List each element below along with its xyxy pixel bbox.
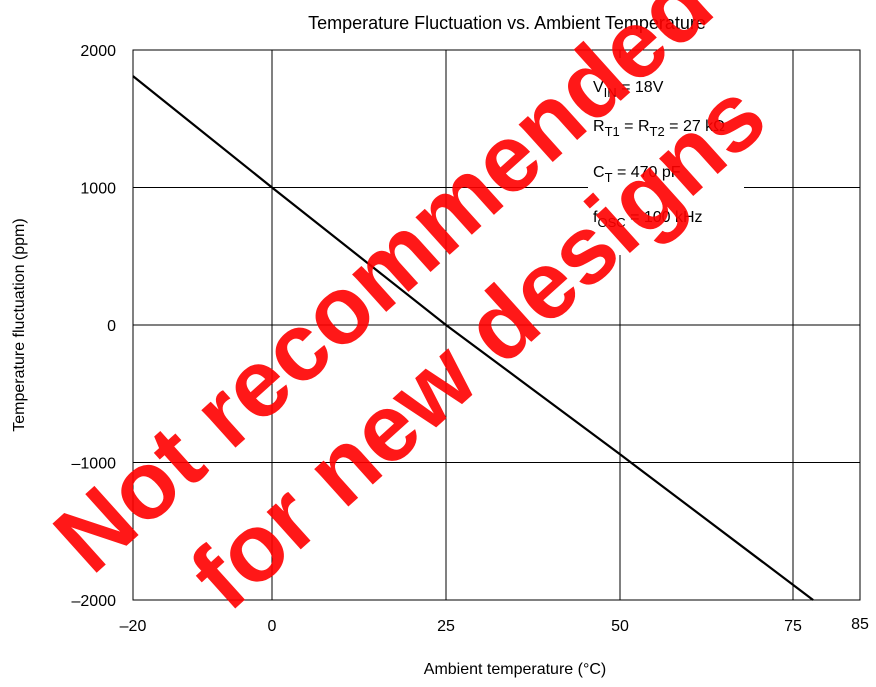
- y-axis-label: Temperature fluctuation (ppm): [11, 218, 28, 431]
- y-tick-label: –2000: [72, 593, 117, 610]
- y-tick-label: 1000: [80, 181, 116, 198]
- x-tick-label: –20: [120, 618, 147, 635]
- x-axis-label: Ambient temperature (°C): [424, 661, 606, 678]
- x-tick-label: 75: [784, 618, 802, 635]
- x-tick-label: 85: [851, 616, 869, 633]
- watermark-line-1: Not recommended: [34, 0, 732, 593]
- x-tick-label: 50: [611, 618, 629, 635]
- x-tick-label: 0: [268, 618, 277, 635]
- y-tick-label: 0: [107, 318, 116, 335]
- y-tick-label: 2000: [80, 43, 116, 60]
- x-tick-label: 25: [437, 618, 455, 635]
